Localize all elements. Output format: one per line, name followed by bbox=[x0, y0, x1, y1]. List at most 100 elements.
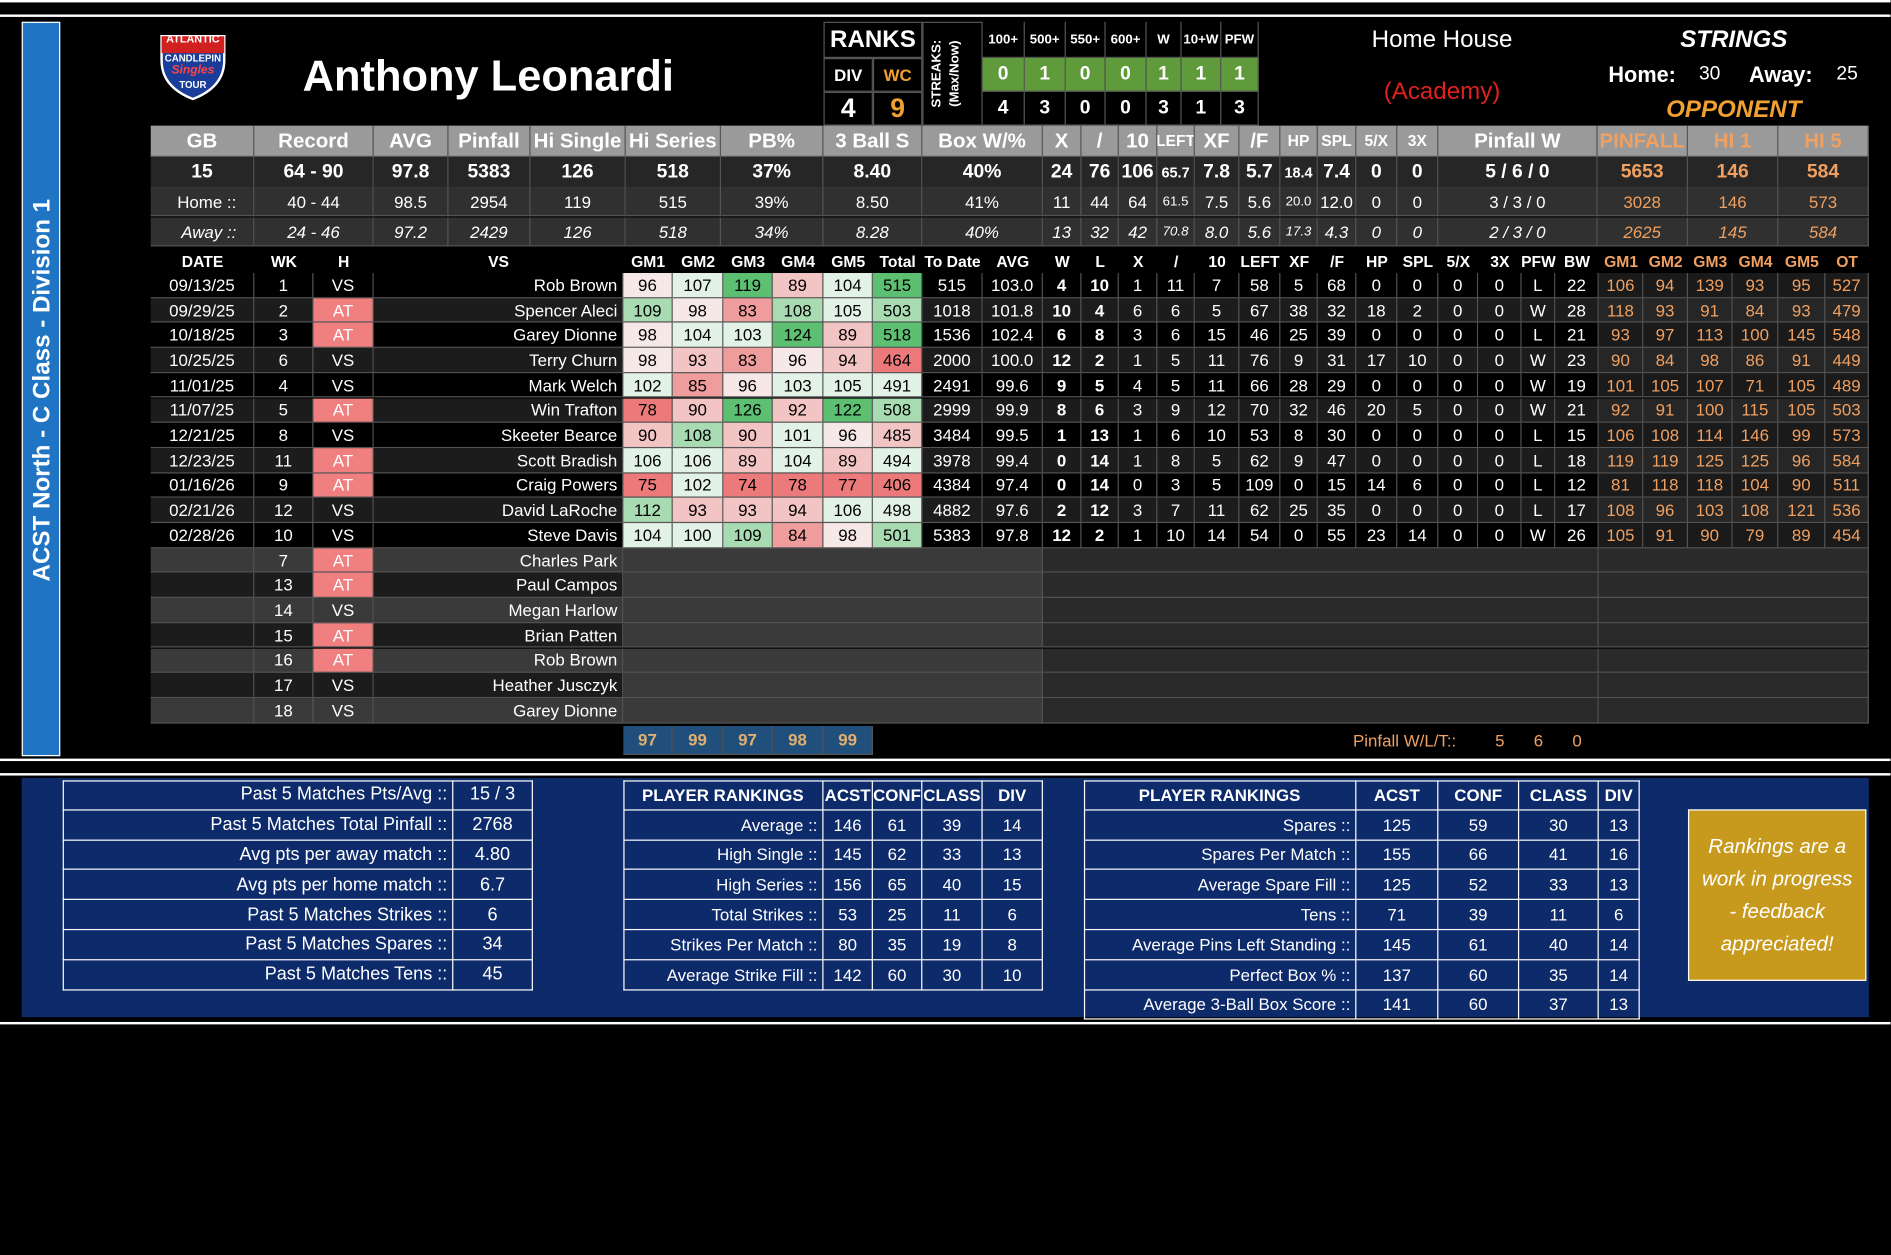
games-header: / bbox=[1173, 251, 1179, 270]
empty-games bbox=[623, 573, 1043, 599]
game-cell: 99.9 bbox=[982, 398, 1043, 424]
game-cell: 0 bbox=[1397, 323, 1439, 348]
game-cell: 1018 bbox=[922, 297, 983, 323]
game-cell: 508 bbox=[872, 398, 923, 424]
opponent-name: David LaRoche bbox=[373, 498, 624, 524]
summary-header: Box W/% bbox=[922, 125, 1043, 158]
rank-header: DIV bbox=[1598, 780, 1640, 811]
rankings-panel bbox=[21, 777, 1869, 1018]
game-cell: 93 bbox=[1598, 323, 1644, 348]
game-cell: 112 bbox=[623, 498, 673, 524]
game-cell: 09/13/25 bbox=[150, 273, 255, 298]
rank-value: 14 bbox=[1598, 930, 1640, 961]
game-cell: 0 bbox=[1438, 323, 1479, 348]
home-away: AT bbox=[313, 648, 374, 674]
game-cell: 11 bbox=[1194, 373, 1240, 399]
game-cell: 0 bbox=[1438, 398, 1479, 424]
home-away: VS bbox=[313, 523, 374, 549]
summary-cell: 145 bbox=[1687, 217, 1779, 247]
game-cell: 0 bbox=[1438, 473, 1479, 499]
game-cell: 76 bbox=[1239, 348, 1281, 374]
game-cell: 106 bbox=[1598, 423, 1644, 449]
game-cell: 103 bbox=[1687, 498, 1733, 524]
streak-max: 0 bbox=[1105, 57, 1147, 92]
games-header: /F bbox=[1330, 251, 1345, 270]
game-cell: 125 bbox=[1687, 448, 1733, 474]
game-cell: 98 bbox=[672, 297, 724, 323]
game-cell: 3484 bbox=[922, 423, 983, 449]
rank-value: 11 bbox=[922, 900, 983, 931]
empty-opp bbox=[1598, 698, 1869, 724]
rank-label: High Series :: bbox=[623, 870, 824, 901]
summary-cell: 5383 bbox=[448, 157, 531, 189]
rank-label: Average :: bbox=[623, 810, 824, 841]
game-cell: 108 bbox=[772, 297, 824, 323]
game-cell: 0 bbox=[1356, 323, 1398, 348]
game-cell: 10 bbox=[254, 523, 314, 549]
streak-max: 1 bbox=[1181, 57, 1222, 92]
past5-label: Past 5 Matches Total Pinfall :: bbox=[62, 810, 454, 841]
game-cell: 3 bbox=[1118, 398, 1158, 424]
game-cell: 28 bbox=[1280, 373, 1318, 399]
game-cell: 10 bbox=[1157, 523, 1195, 549]
game-cell: 5 bbox=[1280, 273, 1318, 298]
game-cell: 4 bbox=[1118, 373, 1158, 399]
game-cell: 90 bbox=[1598, 348, 1644, 374]
game-cell: 8 bbox=[254, 423, 314, 449]
summary-cell: 97.2 bbox=[373, 217, 449, 247]
game-cell: 118 bbox=[1598, 297, 1644, 323]
rank-value: 6 bbox=[1598, 900, 1640, 931]
game-cell: 96 bbox=[623, 273, 673, 298]
week: 7 bbox=[254, 548, 314, 574]
games-header: DATE bbox=[181, 251, 224, 270]
sidebar: ACST North - C Class - Division 1 bbox=[21, 21, 61, 757]
game-cell: 101 bbox=[1598, 373, 1644, 399]
game-cell: 95 bbox=[1778, 273, 1826, 298]
game-cell: 109 bbox=[623, 297, 673, 323]
game-cell: 98 bbox=[823, 523, 873, 549]
game-cell: 12 bbox=[1042, 523, 1082, 549]
home-away: AT bbox=[313, 473, 374, 499]
game-cell: 11/01/25 bbox=[150, 373, 255, 399]
game-cell: 1 bbox=[1118, 423, 1158, 449]
game-cell: 102 bbox=[672, 473, 724, 499]
games-header: GM4 bbox=[781, 251, 816, 270]
rank-value: 13 bbox=[982, 840, 1043, 871]
game-cell: 12/23/25 bbox=[150, 448, 255, 474]
game-cell: 38 bbox=[1280, 297, 1318, 323]
game-cell: 22 bbox=[1555, 273, 1599, 298]
game-cell: 7 bbox=[1194, 273, 1240, 298]
summary-cell: 5653 bbox=[1597, 157, 1688, 189]
rank-value: 30 bbox=[922, 960, 983, 991]
games-header: XF bbox=[1289, 251, 1310, 270]
opponent-name: Spencer Aleci bbox=[373, 297, 624, 323]
game-cell: 47 bbox=[1317, 448, 1357, 474]
game-cell: 89 bbox=[723, 448, 773, 474]
summary-cell: 0 bbox=[1356, 157, 1398, 189]
game-cell: 501 bbox=[872, 523, 923, 549]
game-cell: 94 bbox=[772, 498, 824, 524]
rank-value: 156 bbox=[823, 870, 873, 901]
summary-cell: 97.8 bbox=[373, 157, 449, 189]
rank-value: 66 bbox=[1438, 840, 1520, 871]
game-cell: 84 bbox=[772, 523, 824, 549]
rank-value: 30 bbox=[1519, 810, 1599, 841]
rank-value: 141 bbox=[1356, 990, 1439, 1021]
streak-max: 1 bbox=[1146, 57, 1182, 92]
game-cell: 0 bbox=[1438, 373, 1479, 399]
empty-stats bbox=[1042, 623, 1599, 649]
game-cell: 90 bbox=[1687, 523, 1733, 549]
rank-value: 13 bbox=[1598, 810, 1640, 841]
game-cell: 0 bbox=[1397, 498, 1439, 524]
summary-cell: 8.50 bbox=[823, 187, 923, 217]
game-cell: 106 bbox=[623, 448, 673, 474]
game-cell: 0 bbox=[1356, 423, 1398, 449]
game-cell: 99.4 bbox=[982, 448, 1043, 474]
game-cell: 3 bbox=[1157, 473, 1195, 499]
rank-value: 11 bbox=[1519, 900, 1599, 931]
empty-stats bbox=[1042, 673, 1599, 699]
summary-cell: 0 bbox=[1397, 187, 1439, 217]
games-header: GM1 bbox=[631, 251, 666, 270]
past5-value: 34 bbox=[453, 930, 533, 961]
game-cell: 527 bbox=[1825, 273, 1869, 298]
